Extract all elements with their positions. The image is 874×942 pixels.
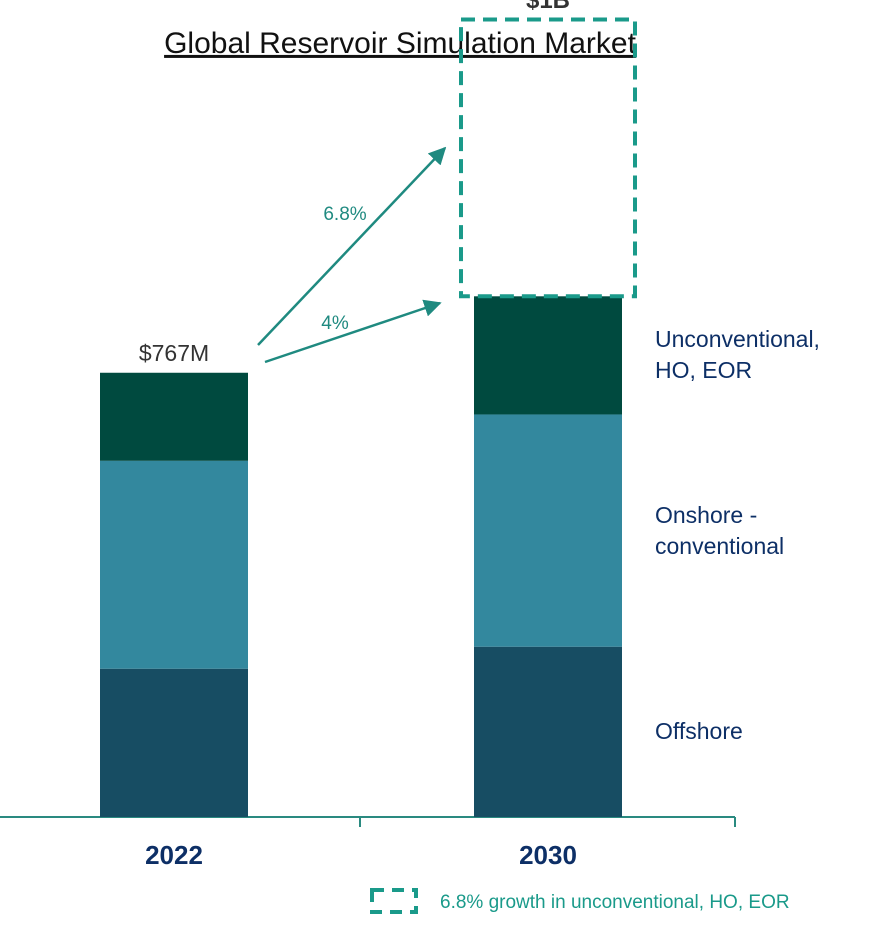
arrow	[264, 299, 442, 364]
growth-box	[459, 17, 637, 299]
bar-segment	[474, 646, 622, 817]
arrow	[257, 146, 447, 346]
x-tick-label: 2030	[519, 840, 577, 870]
x-tick-label: 2022	[145, 840, 203, 870]
series-label: Offshore	[655, 718, 743, 745]
bar-segment	[100, 460, 248, 669]
annotation: 4%	[321, 313, 349, 334]
bar-segment	[474, 414, 622, 647]
legend-label: 6.8% growth in unconventional, HO, EOR	[440, 892, 790, 913]
bar-segment	[474, 296, 622, 415]
annotation: 6.8%	[323, 204, 366, 225]
bar-segment	[100, 372, 248, 461]
series-label: Onshore - conventional	[655, 501, 785, 559]
total-label: $767M	[139, 340, 209, 366]
total-label: $1B	[526, 0, 570, 14]
bar-segment	[100, 668, 248, 817]
legend-swatch	[370, 888, 418, 914]
chart-title: Global Reservoir Simulation Market	[164, 27, 637, 60]
series-label: Unconventional, HO, EOR	[655, 326, 820, 384]
